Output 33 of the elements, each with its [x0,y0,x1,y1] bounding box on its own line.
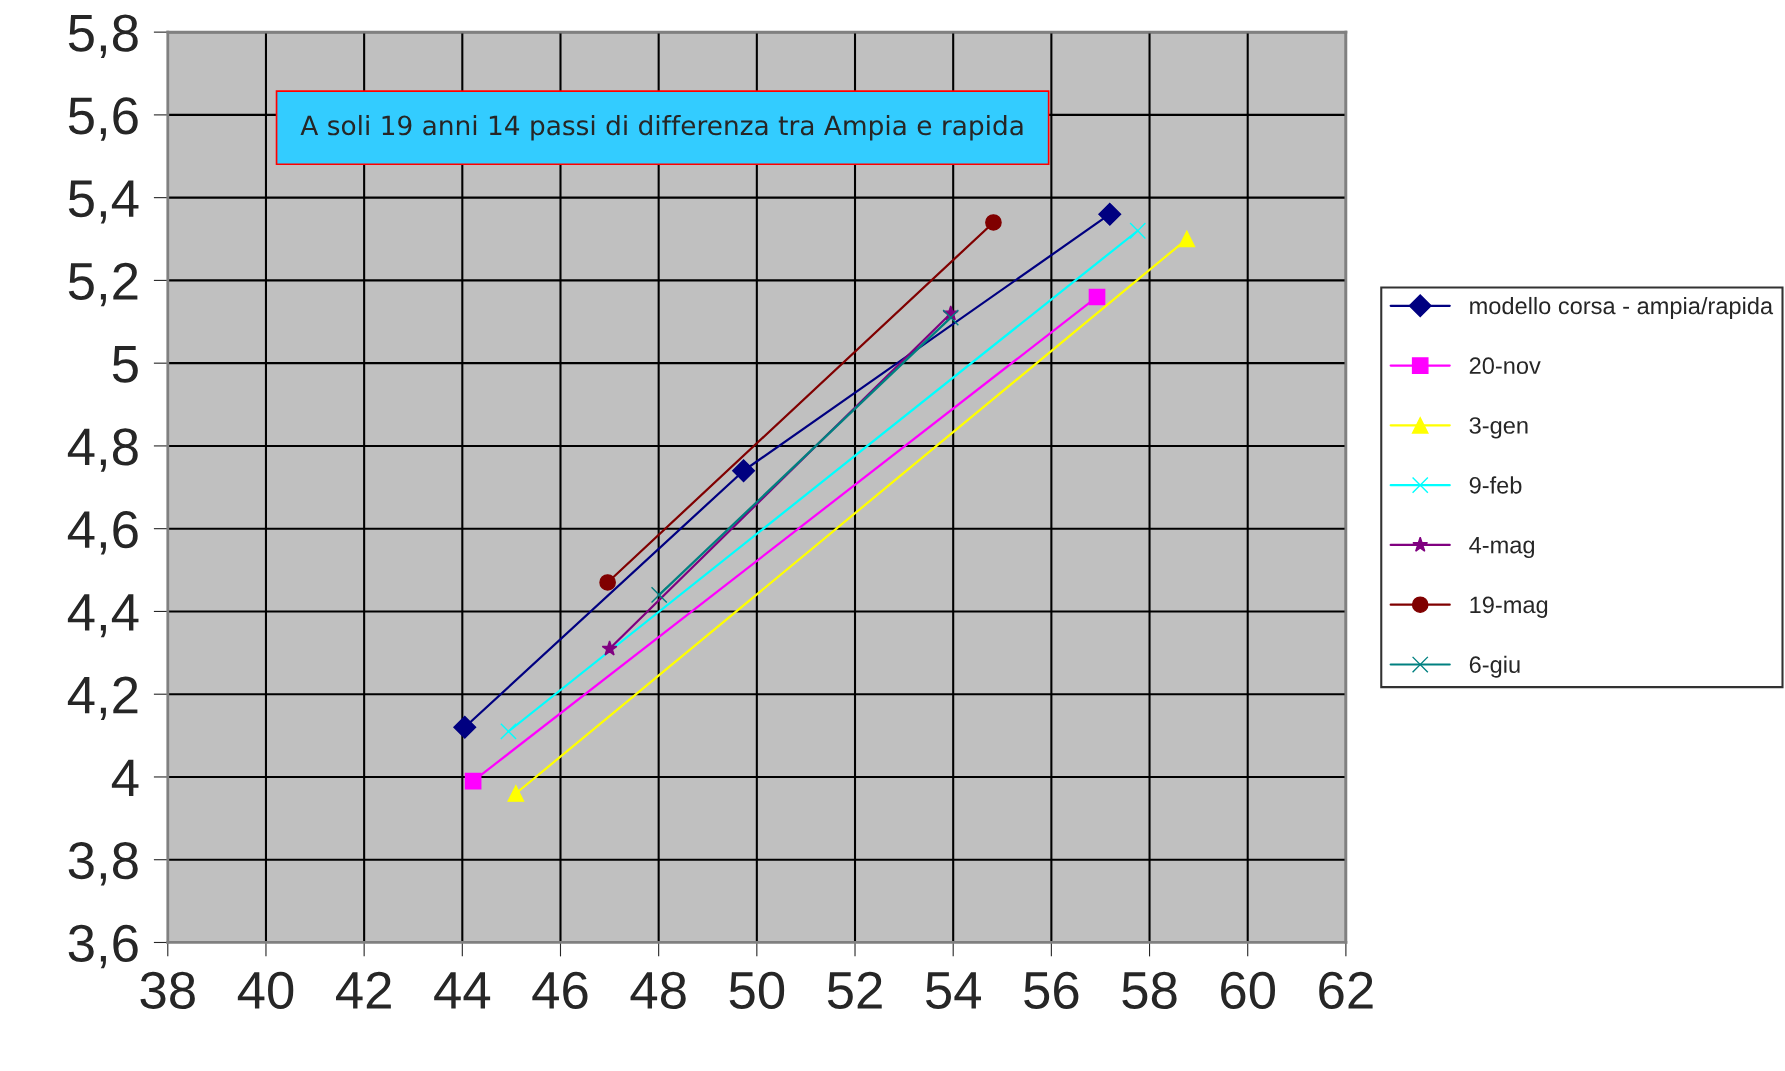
y-tick-label: 5,4 [68,180,139,224]
y-tick-label: 3,6 [68,924,138,969]
legend-label: 20-nov [1469,357,1541,375]
x-tick-label: 48 [630,971,686,1010]
legend-label: modello corsa - ampia/rapida [1470,296,1774,319]
x-tick-label: 42 [336,971,391,1009]
x-tick-label: 60 [1221,971,1276,1010]
y-tick-label: 5,8 [68,14,138,59]
y-tick-label: 5 [112,345,138,383]
x-tick-label: 40 [237,971,294,1010]
x-tick-label: 54 [925,972,981,1010]
x-tick-label: 56 [1024,971,1079,1010]
y-tick-label: 4,8 [67,428,138,472]
x-tick-label: 44 [434,972,491,1009]
x-tick-label: 46 [532,971,588,1010]
y-tick-label: 4,4 [67,594,139,638]
legend-label: 3-gen [1469,417,1528,439]
legend-label: 9-feb [1469,476,1522,494]
y-tick-label: 5,2 [68,262,138,307]
legend-label: 19-mag [1470,596,1548,618]
legend-label: 4-mag [1469,536,1535,559]
y-tick-label: 4,2 [67,676,138,721]
x-tick-label: 50 [729,971,785,1010]
x-tick-label: 58 [1122,971,1177,1010]
y-tick-label: 3,8 [68,841,138,886]
y-tick-label: 4,6 [67,510,138,555]
x-tick-label: 38 [140,971,195,1010]
y-tick-label: 4 [111,759,139,797]
legend-label: 6-giu [1469,655,1520,678]
x-tick-label: 62 [1319,971,1373,1010]
y-tick-label: 5,6 [68,97,138,141]
x-tick-label: 52 [827,971,882,1010]
annotation: A soli 19 anni 14 passi di differenza tra Ampia e rapida [300,114,1023,141]
